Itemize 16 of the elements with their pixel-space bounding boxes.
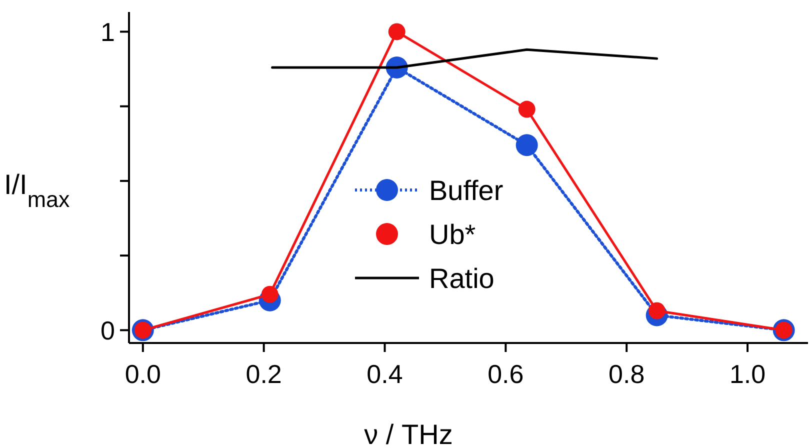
- x-tick-label: 0.2: [246, 359, 282, 389]
- point: [516, 134, 538, 156]
- x-tick-label: 0.6: [488, 359, 524, 389]
- legend-label: Buffer: [429, 174, 504, 206]
- y-tick-label: 1: [100, 16, 115, 47]
- y-tick-label: 0: [100, 315, 115, 346]
- y-axis-title: I/I$_{max}$: [4, 169, 70, 212]
- point: [388, 23, 406, 40]
- legend-label: Ub*: [429, 218, 476, 250]
- x-axis-title: ν / THz: [364, 419, 453, 448]
- x-tick-label: 0.8: [608, 359, 645, 389]
- point: [518, 100, 536, 118]
- x-tick-label: 0.4: [366, 359, 403, 389]
- legend-label: Ratio: [429, 262, 494, 294]
- x-tick-label: 1.0: [729, 359, 766, 389]
- x-tick-label: 0.0: [124, 359, 161, 389]
